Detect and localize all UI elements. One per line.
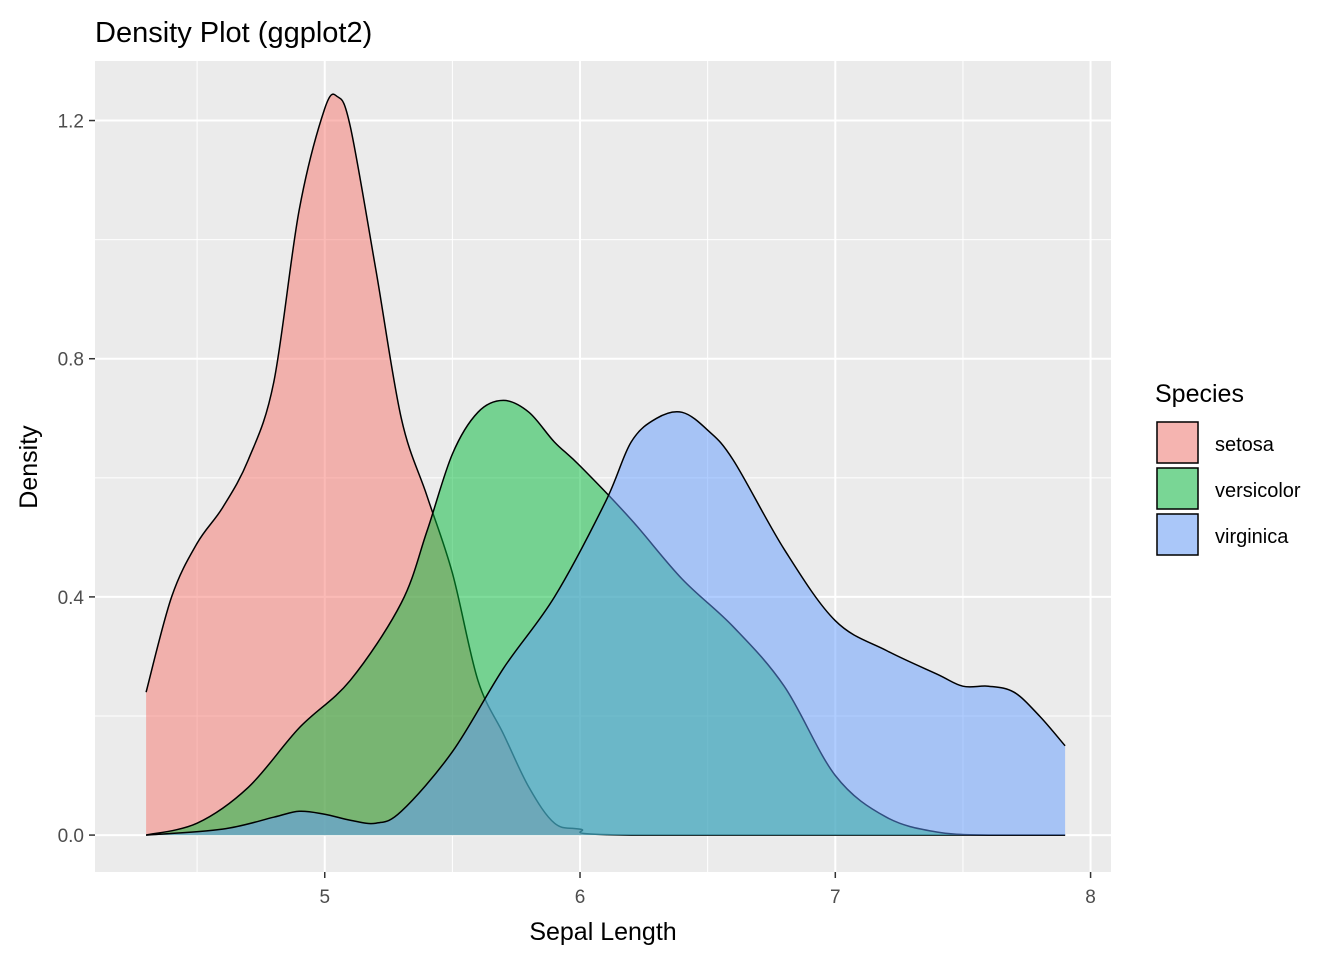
x-tick-label: 5 [319, 887, 330, 908]
density-areas [145, 93, 1066, 836]
legend-label-versicolor: versicolor [1215, 480, 1301, 502]
legend-key-virginica [1156, 513, 1199, 556]
legend-key-setosa [1156, 421, 1199, 464]
density-line-virginica [146, 410, 1066, 836]
y-axis-title: Density [15, 425, 43, 509]
legend-label-setosa: setosa [1215, 434, 1275, 456]
x-tick-label: 7 [830, 887, 841, 908]
y-tick-label: 0.0 [58, 826, 84, 847]
y-tick-label: 1.2 [58, 112, 84, 133]
y-tick-label: 0.4 [58, 588, 85, 609]
x-tick-label: 8 [1085, 887, 1096, 908]
y-axis: 0.0 0.4 0.8 1.2 [58, 112, 95, 847]
y-tick-label: 0.8 [58, 350, 84, 371]
legend: Species setosa versicolor virginica [1155, 380, 1301, 556]
x-axis-title: Sepal Length [529, 918, 676, 946]
legend-title: Species [1155, 380, 1244, 408]
legend-label-virginica: virginica [1215, 526, 1289, 548]
x-axis: 5 6 7 8 [319, 872, 1096, 908]
x-tick-label: 6 [575, 887, 586, 908]
density-area-virginica [146, 411, 1066, 836]
chart-title: Density Plot (ggplot2) [95, 17, 372, 49]
legend-key-versicolor [1156, 467, 1199, 510]
